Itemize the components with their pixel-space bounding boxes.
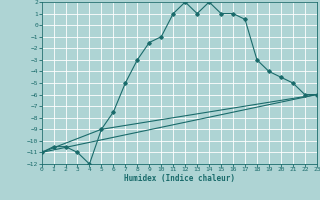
X-axis label: Humidex (Indice chaleur): Humidex (Indice chaleur) xyxy=(124,174,235,183)
